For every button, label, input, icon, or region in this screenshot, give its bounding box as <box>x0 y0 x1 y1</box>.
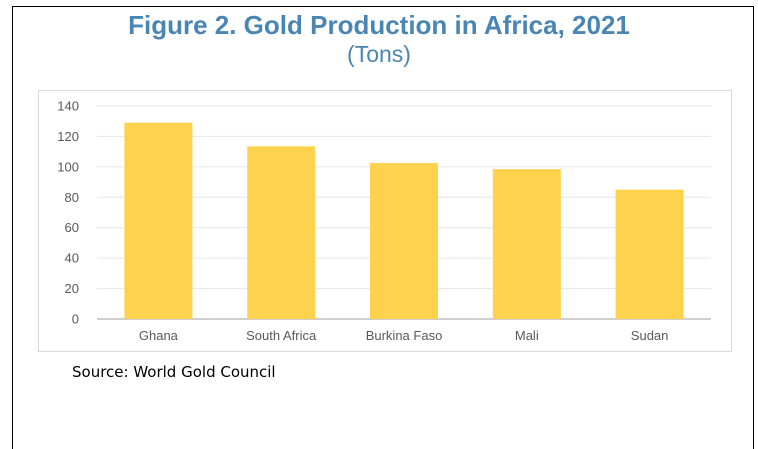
y-tick-label: 20 <box>65 281 79 296</box>
bar-south-africa <box>247 146 316 319</box>
bar-burkina-faso <box>370 163 438 319</box>
x-tick-label: Sudan <box>631 328 669 343</box>
bar-ghana <box>124 122 193 319</box>
x-tick-label: South Africa <box>246 328 317 343</box>
chart-title: Figure 2. Gold Production in Africa, 202… <box>128 10 630 40</box>
figure-frame <box>12 6 754 449</box>
bar-sudan <box>615 189 684 319</box>
chart-area: 0 20 40 60 80 100 120 140 Ghana South Africa Burk… <box>38 90 732 352</box>
x-tick-label: Mali <box>515 328 539 343</box>
y-tick-label: 40 <box>65 251 79 266</box>
y-tick-label: 100 <box>57 159 79 174</box>
source-note: Source: World Gold Council <box>72 363 276 381</box>
bar-mali <box>492 169 561 319</box>
chart-subtitle: (Tons) <box>347 41 411 67</box>
bar-chart: 0 20 40 60 80 100 120 140 Ghana South Africa Burk… <box>57 99 711 343</box>
x-tick-label: Ghana <box>139 328 179 343</box>
x-tick-label: Burkina Faso <box>366 328 443 343</box>
y-tick-label: 80 <box>65 190 79 205</box>
y-tick-label: 120 <box>57 129 79 144</box>
y-tick-label: 60 <box>65 220 79 235</box>
y-tick-label: 0 <box>72 312 79 327</box>
y-tick-label: 140 <box>57 99 79 114</box>
